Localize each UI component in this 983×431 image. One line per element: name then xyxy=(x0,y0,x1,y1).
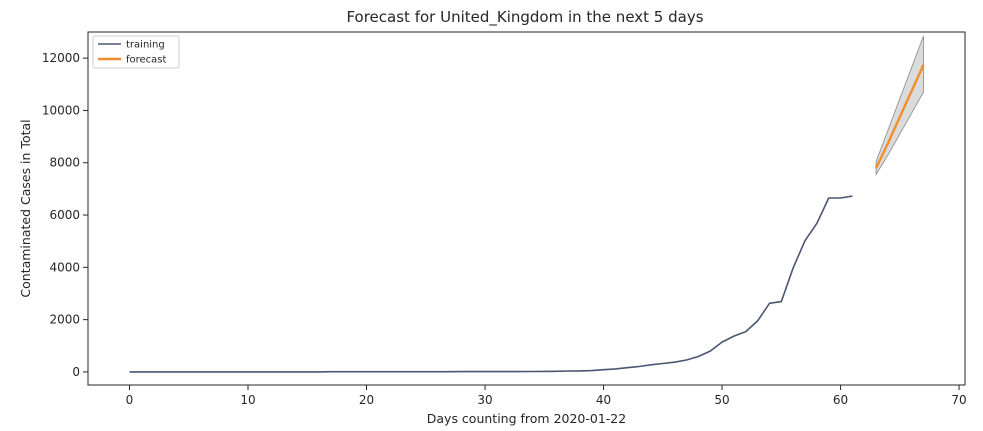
y-tick-label: 6000 xyxy=(49,208,80,222)
training-line xyxy=(129,195,853,373)
x-tick-label: 10 xyxy=(240,393,255,407)
legend-label-forecast: forecast xyxy=(126,55,167,66)
y-tick-label: 4000 xyxy=(49,260,80,274)
forecast-confidence-band xyxy=(875,35,924,176)
x-tick-label: 0 xyxy=(126,393,134,407)
x-tick-label: 50 xyxy=(714,393,729,407)
y-axis-label: Contaminated Cases in Total xyxy=(18,119,33,297)
x-tick-label: 30 xyxy=(477,393,492,407)
y-tick-label: 8000 xyxy=(49,156,80,170)
x-tick-label: 70 xyxy=(951,393,966,407)
x-tick-label: 60 xyxy=(833,393,848,407)
y-tick-label: 12000 xyxy=(42,51,80,65)
y-tick-label: 10000 xyxy=(42,103,80,117)
x-axis-label: Days counting from 2020-01-22 xyxy=(427,411,626,426)
legend: training forecast xyxy=(92,35,180,69)
legend-label-training: training xyxy=(126,40,165,51)
forecast-line xyxy=(875,64,925,169)
y-tick-label: 2000 xyxy=(49,313,80,327)
plot-frame xyxy=(87,31,966,386)
x-tick-label: 20 xyxy=(359,393,374,407)
axis-ticks: 0 10 20 30 40 50 60 70 0 2000 4000 6000 8000 10000 120… xyxy=(42,51,967,407)
y-tick-label: 0 xyxy=(72,365,80,379)
x-tick-label: 40 xyxy=(596,393,611,407)
chart-title: Forecast for United_Kingdom in the next … xyxy=(346,8,703,27)
series-lines xyxy=(129,64,925,373)
